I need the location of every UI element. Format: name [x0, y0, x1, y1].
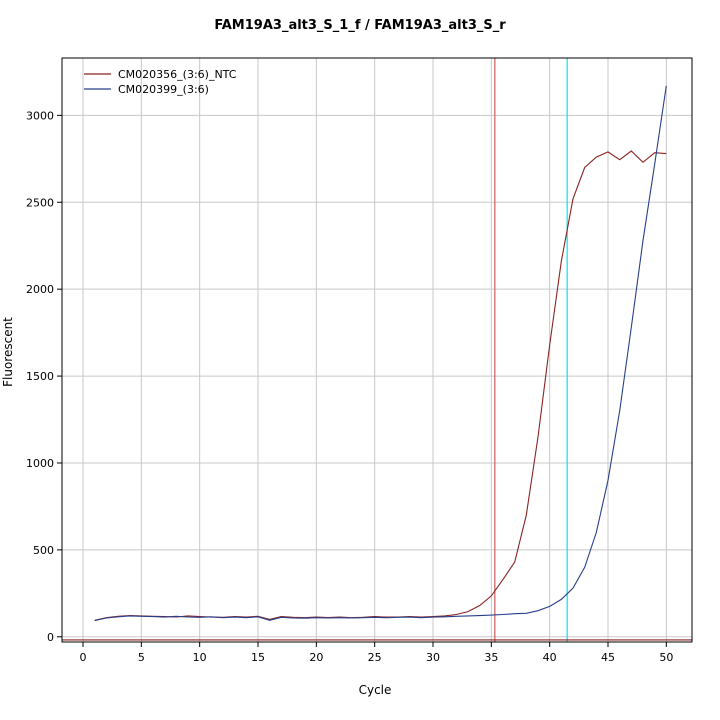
x-tick-label: 20	[309, 651, 323, 664]
x-tick-label: 40	[543, 651, 557, 664]
x-tick-label: 10	[193, 651, 207, 664]
y-tick-label: 2000	[26, 283, 54, 296]
series-line-CM020399_(3:6)	[94, 85, 667, 622]
x-tick-label: 0	[80, 651, 87, 664]
y-tick-label: 1000	[26, 457, 54, 470]
x-tick-label: 50	[659, 651, 673, 664]
plot-border	[61, 57, 693, 643]
x-tick-label: 5	[138, 651, 145, 664]
y-tick-label: 2500	[26, 196, 54, 209]
legend-label-CM020399_(3:6): CM020399_(3:6)	[118, 83, 209, 96]
x-tick-label: 45	[601, 651, 615, 664]
x-tick-label: 15	[251, 651, 265, 664]
legend-label-CM020356_(3:6)_NTC: CM020356_(3:6)_NTC	[118, 68, 237, 81]
y-tick-label: 500	[33, 544, 54, 557]
x-tick-label: 25	[368, 651, 382, 664]
series-line-CM020356_(3:6)_NTC	[94, 150, 667, 621]
y-tick-label: 0	[47, 631, 54, 644]
x-tick-label: 35	[484, 651, 498, 664]
x-tick-label: 30	[426, 651, 440, 664]
y-tick-label: 1500	[26, 370, 54, 383]
page-title: FAM19A3_alt3_S_1_f / FAM19A3_alt3_S_r	[214, 18, 506, 33]
y-tick-label: 3000	[26, 109, 54, 122]
x-axis-title: Cycle	[358, 683, 392, 697]
